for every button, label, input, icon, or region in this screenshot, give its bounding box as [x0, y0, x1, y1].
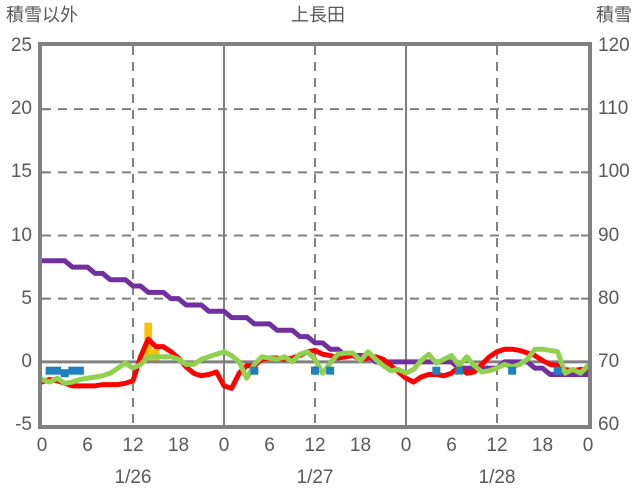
snowfall-marker — [68, 366, 77, 375]
snowfall-marker — [326, 366, 335, 375]
x-axis-tick: 12 — [486, 435, 508, 456]
right-axis-title: 積雪 — [596, 5, 632, 25]
plot-inner — [42, 46, 588, 425]
x-axis-tick: 0 — [582, 435, 594, 456]
x-axis-tick: 6 — [264, 435, 275, 456]
snowfall-marker — [45, 366, 54, 375]
x-axis-tick: 6 — [446, 435, 457, 456]
series-line — [42, 346, 588, 386]
snowfall-marker — [455, 366, 464, 375]
y-axis-tick-left: 25 — [10, 35, 32, 56]
x-axis-tick: 6 — [82, 435, 93, 456]
snowfall-marker — [311, 366, 319, 375]
x-axis-tick: 12 — [122, 435, 144, 456]
snowfall-marker — [53, 366, 62, 375]
y-axis-tick-right: 110 — [598, 98, 629, 120]
x-axis-tick: 0 — [36, 435, 48, 456]
y-axis-tick-right: 100 — [598, 161, 630, 183]
y-axis-tick-right: 80 — [598, 287, 620, 309]
y-axis-tick-left: -5 — [15, 414, 32, 435]
series-line — [42, 336, 588, 391]
left-axis-title: 積雪以外 — [6, 5, 78, 25]
y-axis-tick-left: 5 — [21, 287, 32, 309]
y-axis-tick-left: 0 — [21, 350, 32, 372]
x-axis-day-label: 1/26 — [114, 467, 152, 488]
y-axis-tick-right: 70 — [598, 350, 620, 372]
snowfall-marker — [60, 369, 69, 378]
snowfall-marker — [75, 366, 84, 375]
snowfall-marker — [508, 366, 517, 375]
snowfall-marker — [250, 366, 259, 375]
x-axis-day-label: 1/27 — [296, 467, 334, 488]
snowfall-marker — [553, 366, 562, 375]
y-axis-tick-right: 120 — [598, 35, 630, 56]
x-axis-tick: 18 — [349, 435, 372, 456]
x-axis-tick: 0 — [400, 435, 412, 456]
y-axis-tick-right: 90 — [598, 224, 620, 246]
x-axis-tick: 0 — [218, 435, 230, 456]
chart-canvas — [42, 46, 588, 425]
x-axis-tick: 12 — [304, 435, 326, 456]
y-axis-tick-left: 20 — [10, 98, 32, 120]
y-axis-tick-right: 60 — [598, 414, 620, 435]
plot-area — [38, 42, 592, 429]
x-axis-tick: 18 — [167, 435, 190, 456]
y-axis-tick-left: 15 — [10, 161, 32, 183]
chart-title: 上長田 — [291, 5, 345, 25]
snowfall-marker — [432, 366, 441, 375]
x-axis-tick: 18 — [531, 435, 554, 456]
x-axis-day-label: 1/28 — [478, 467, 516, 488]
y-axis-tick-left: 10 — [10, 224, 32, 246]
